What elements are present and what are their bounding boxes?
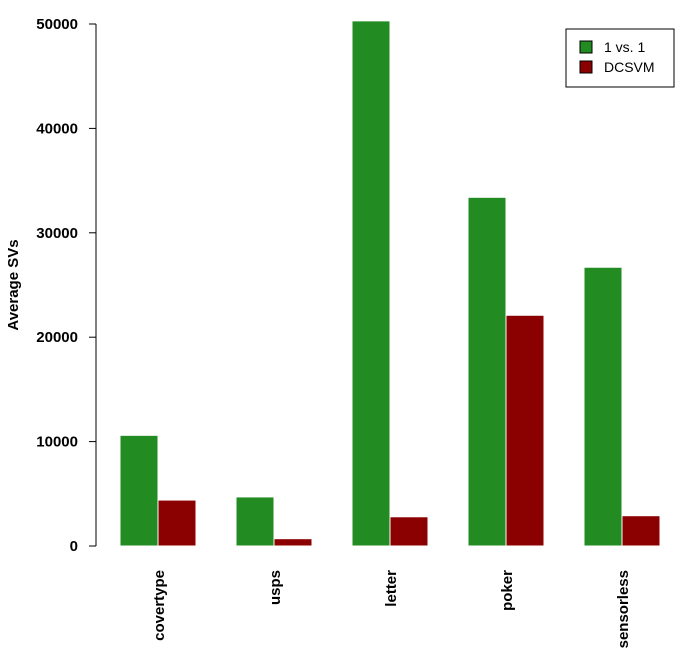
legend-box <box>565 28 675 88</box>
y-tick-label: 20000 <box>36 329 78 346</box>
y-tick-label: 40000 <box>36 120 78 137</box>
x-tick-label: poker <box>499 570 516 611</box>
bar-poker-series2 <box>505 314 545 547</box>
y-tick-label: 0 <box>70 538 78 555</box>
bar-poker-series1 <box>467 196 507 547</box>
x-tick-label: letter <box>383 570 400 607</box>
x-axis-labels: covertype usps letter poker sensorless <box>151 570 632 649</box>
y-axis: 0 10000 20000 30000 40000 50000 <box>36 16 97 555</box>
y-tick-label: 10000 <box>36 434 78 451</box>
y-tick-label: 30000 <box>36 225 78 242</box>
y-axis-label: Average SVs <box>5 239 22 330</box>
legend-swatch <box>579 40 593 54</box>
legend-swatch <box>579 60 593 74</box>
x-tick-label: covertype <box>151 570 168 641</box>
bar-letter-series2 <box>389 516 429 547</box>
bar-letter-series1 <box>351 20 391 547</box>
x-tick-label: sensorless <box>615 570 632 648</box>
bar-sensorless-series2 <box>621 515 661 547</box>
bar-sensorless-series1 <box>583 266 623 547</box>
legend: 1 vs. 1 DCSVM <box>565 28 675 88</box>
bar-covertype-series2 <box>157 499 197 547</box>
bar-usps-series1 <box>235 496 275 547</box>
x-tick-label: usps <box>267 570 284 605</box>
legend-label: 1 vs. 1 <box>604 39 645 55</box>
legend-label: DCSVM <box>604 59 655 75</box>
y-tick-label: 50000 <box>36 16 78 33</box>
bar-usps-series2 <box>273 538 313 547</box>
bars <box>119 20 661 547</box>
bar-covertype-series1 <box>119 434 159 547</box>
